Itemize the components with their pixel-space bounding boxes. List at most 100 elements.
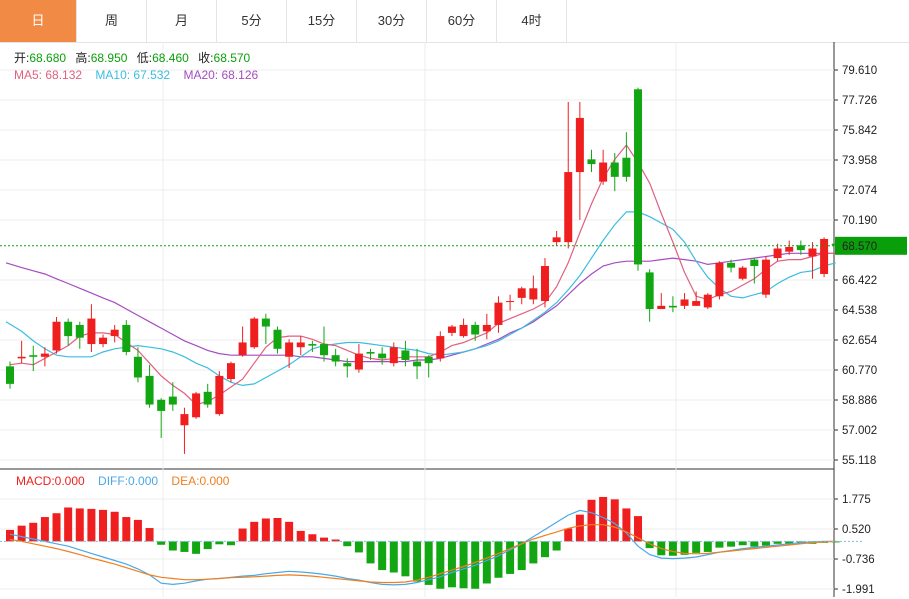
y-tick-label: 0.520 — [842, 524, 871, 536]
candle-body — [64, 321, 73, 337]
macd-bar — [133, 519, 142, 542]
dea-line — [9, 524, 836, 584]
candle-body — [808, 248, 817, 257]
ma10-line — [5, 211, 836, 387]
macd-bar — [99, 509, 108, 542]
macd-bar — [517, 541, 526, 571]
candle-body — [343, 363, 352, 367]
macd-bar — [157, 541, 166, 545]
candle-body — [192, 393, 201, 418]
candle-body — [727, 262, 736, 268]
candle-body — [471, 324, 480, 335]
y-tick-label: -0.736 — [842, 554, 875, 566]
macd-bar — [389, 541, 398, 573]
y-tick-label: 70.190 — [842, 215, 877, 227]
macd-bar — [785, 541, 794, 545]
candle-body — [447, 326, 456, 333]
candle-body — [761, 259, 770, 295]
macd-bar — [727, 541, 736, 547]
macd-bar — [250, 521, 259, 542]
macd-bar — [296, 530, 305, 542]
macd-bar — [831, 541, 840, 543]
high-label: 高: — [75, 50, 90, 65]
tab-60min[interactable]: 60分 — [427, 0, 497, 42]
candle-body — [145, 375, 154, 405]
macd-bar — [680, 541, 689, 555]
macd-bar — [215, 541, 224, 545]
tab-4hour[interactable]: 4时 — [497, 0, 567, 42]
tab-5min[interactable]: 5分 — [217, 0, 287, 42]
close-label: 收: — [198, 51, 213, 65]
candle-body — [610, 162, 619, 177]
candle-body — [6, 366, 14, 384]
y-tick-label: 73.958 — [842, 155, 877, 167]
macd-bar — [64, 507, 73, 542]
candle-body — [738, 267, 747, 279]
macd-bar — [506, 541, 515, 574]
last-price-badge — [835, 236, 907, 255]
candle-body — [285, 342, 294, 357]
macd-bar — [564, 528, 573, 542]
macd-value: 0.000 — [55, 474, 85, 488]
macd-bar — [168, 541, 177, 551]
macd-bar — [17, 525, 26, 542]
macd-bar — [110, 511, 119, 542]
tab-month[interactable]: 月 — [147, 0, 217, 42]
macd-bar — [354, 541, 363, 553]
macd-bar — [320, 537, 329, 542]
y-tick-label: -1.991 — [842, 584, 875, 596]
y-tick-label: 57.002 — [842, 425, 877, 437]
y-tick-label: 66.422 — [842, 275, 877, 287]
macd-bar — [610, 499, 619, 542]
candle-body — [40, 353, 49, 357]
open-value: 68.680 — [29, 51, 66, 65]
ma5-value: 68.132 — [45, 68, 82, 82]
y-tick-label: 1.775 — [842, 494, 871, 506]
candle-body — [634, 89, 643, 265]
candle-body — [157, 399, 166, 411]
diff-line — [9, 509, 836, 586]
tab-15min[interactable]: 15分 — [287, 0, 357, 42]
y-tick-label: 79.610 — [842, 65, 877, 77]
candle-body — [715, 262, 724, 297]
candle-body — [261, 318, 270, 327]
close-value: 68.570 — [214, 51, 251, 65]
macd-bar — [343, 541, 352, 547]
macd-bar — [447, 541, 456, 588]
macd-bar — [575, 514, 584, 542]
macd-bar — [738, 541, 747, 546]
macd-bar — [424, 541, 433, 585]
tab-30min[interactable]: 30分 — [357, 0, 427, 42]
candle-body — [517, 288, 526, 298]
macd-bar — [366, 541, 375, 564]
dea-value: 0.000 — [199, 474, 229, 488]
macd-bar — [29, 522, 38, 542]
macd-bar — [494, 541, 503, 578]
ma20-line — [5, 252, 836, 363]
macd-bar — [459, 541, 468, 589]
y-tick-label: 64.538 — [842, 305, 877, 317]
candle-body — [52, 321, 61, 351]
candle-body — [494, 302, 503, 325]
tab-week[interactable]: 周 — [77, 0, 147, 42]
y-tick-label: 60.770 — [842, 365, 877, 377]
last-price-label: 68.570 — [842, 241, 877, 253]
candle-body — [796, 245, 805, 251]
period-tabs: 日 周 月 5分 15分 30分 60分 4时 — [0, 0, 909, 43]
y-tick-label: 62.654 — [842, 335, 878, 347]
low-label: 低: — [137, 51, 152, 65]
candle-body — [413, 361, 422, 367]
macd-info: MACD:0.000 DIFF:0.000 DEA:0.000 — [16, 474, 230, 488]
candle-body — [238, 342, 247, 356]
tab-day[interactable]: 日 — [0, 0, 77, 42]
candle-body — [773, 248, 782, 259]
ma10-value: 67.532 — [133, 68, 170, 82]
y-tick-label: 77.726 — [842, 95, 877, 107]
candle-body — [482, 324, 491, 332]
macd-bar — [180, 541, 189, 552]
high-value: 68.950 — [91, 51, 128, 65]
diff-label: DIFF: — [98, 474, 128, 488]
macd-bar — [6, 529, 14, 542]
candle-body — [424, 356, 433, 364]
